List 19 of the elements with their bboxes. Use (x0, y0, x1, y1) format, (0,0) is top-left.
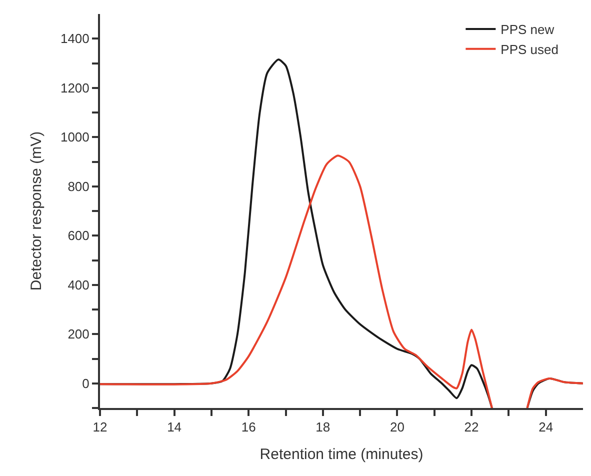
y-tick-label: 1400 (60, 31, 90, 46)
y-tick-label: 1000 (60, 130, 90, 145)
legend-label: PPS used (500, 42, 559, 57)
y-tick-label: 800 (68, 178, 90, 194)
legend-label: PPS new (500, 22, 555, 38)
y-axis-title: Detector response (mV) (28, 131, 46, 291)
y-tick-label: 0 (82, 376, 90, 391)
x-tick-label: 14 (167, 420, 182, 435)
y-tick-label: 1200 (60, 80, 90, 96)
x-tick-label: 12 (92, 420, 108, 435)
y-tick-label: 600 (68, 228, 90, 244)
x-tick-label: 16 (241, 420, 256, 435)
x-tick-label: 22 (464, 420, 479, 435)
x-axis-title: Retention time (minutes) (260, 446, 424, 464)
x-tick-label: 20 (390, 420, 404, 435)
y-tick-label: 200 (68, 326, 90, 342)
x-tick-label: 18 (316, 420, 330, 435)
y-tick-label: 400 (68, 277, 90, 292)
x-tick-label: 24 (538, 420, 554, 435)
